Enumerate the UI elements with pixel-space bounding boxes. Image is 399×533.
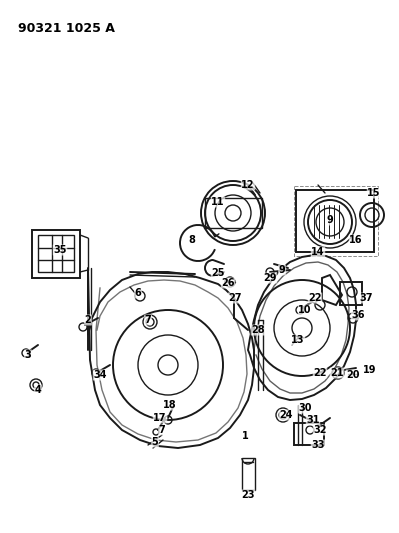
Text: 7: 7 (144, 315, 151, 325)
Text: 15: 15 (367, 188, 381, 198)
Text: 10: 10 (298, 305, 312, 315)
Text: 32: 32 (313, 425, 327, 435)
Text: 24: 24 (279, 410, 293, 420)
Text: 35: 35 (53, 245, 67, 255)
Text: 6: 6 (134, 288, 141, 298)
Text: 19: 19 (363, 365, 377, 375)
Text: 3: 3 (25, 350, 32, 360)
Text: 13: 13 (291, 335, 305, 345)
Text: 27: 27 (228, 293, 242, 303)
Text: 25: 25 (211, 268, 225, 278)
Text: 28: 28 (251, 325, 265, 335)
Text: 18: 18 (163, 400, 177, 410)
Text: 2: 2 (85, 315, 91, 325)
Text: 36: 36 (351, 310, 365, 320)
Text: 26: 26 (221, 278, 235, 288)
Text: 37: 37 (359, 293, 373, 303)
Text: 90321 1025 A: 90321 1025 A (18, 22, 115, 35)
Text: 9: 9 (279, 265, 285, 275)
Text: 33: 33 (311, 440, 325, 450)
Text: 17: 17 (153, 413, 167, 423)
Text: 5: 5 (152, 437, 158, 447)
Text: 16: 16 (349, 235, 363, 245)
Text: 14: 14 (311, 247, 325, 257)
Text: 9: 9 (327, 215, 334, 225)
Text: 4: 4 (35, 385, 41, 395)
Text: 34: 34 (93, 370, 107, 380)
Text: 29: 29 (263, 273, 277, 283)
Text: 30: 30 (298, 403, 312, 413)
Text: 21: 21 (330, 368, 344, 378)
Text: 20: 20 (346, 370, 360, 380)
Text: 11: 11 (211, 197, 225, 207)
Text: 22: 22 (308, 293, 322, 303)
Text: 12: 12 (241, 180, 255, 190)
Text: 22: 22 (313, 368, 327, 378)
Text: 8: 8 (189, 235, 196, 245)
Text: 1: 1 (242, 431, 248, 441)
Text: 23: 23 (241, 490, 255, 500)
Text: 7: 7 (159, 425, 165, 435)
Text: 31: 31 (306, 415, 320, 425)
